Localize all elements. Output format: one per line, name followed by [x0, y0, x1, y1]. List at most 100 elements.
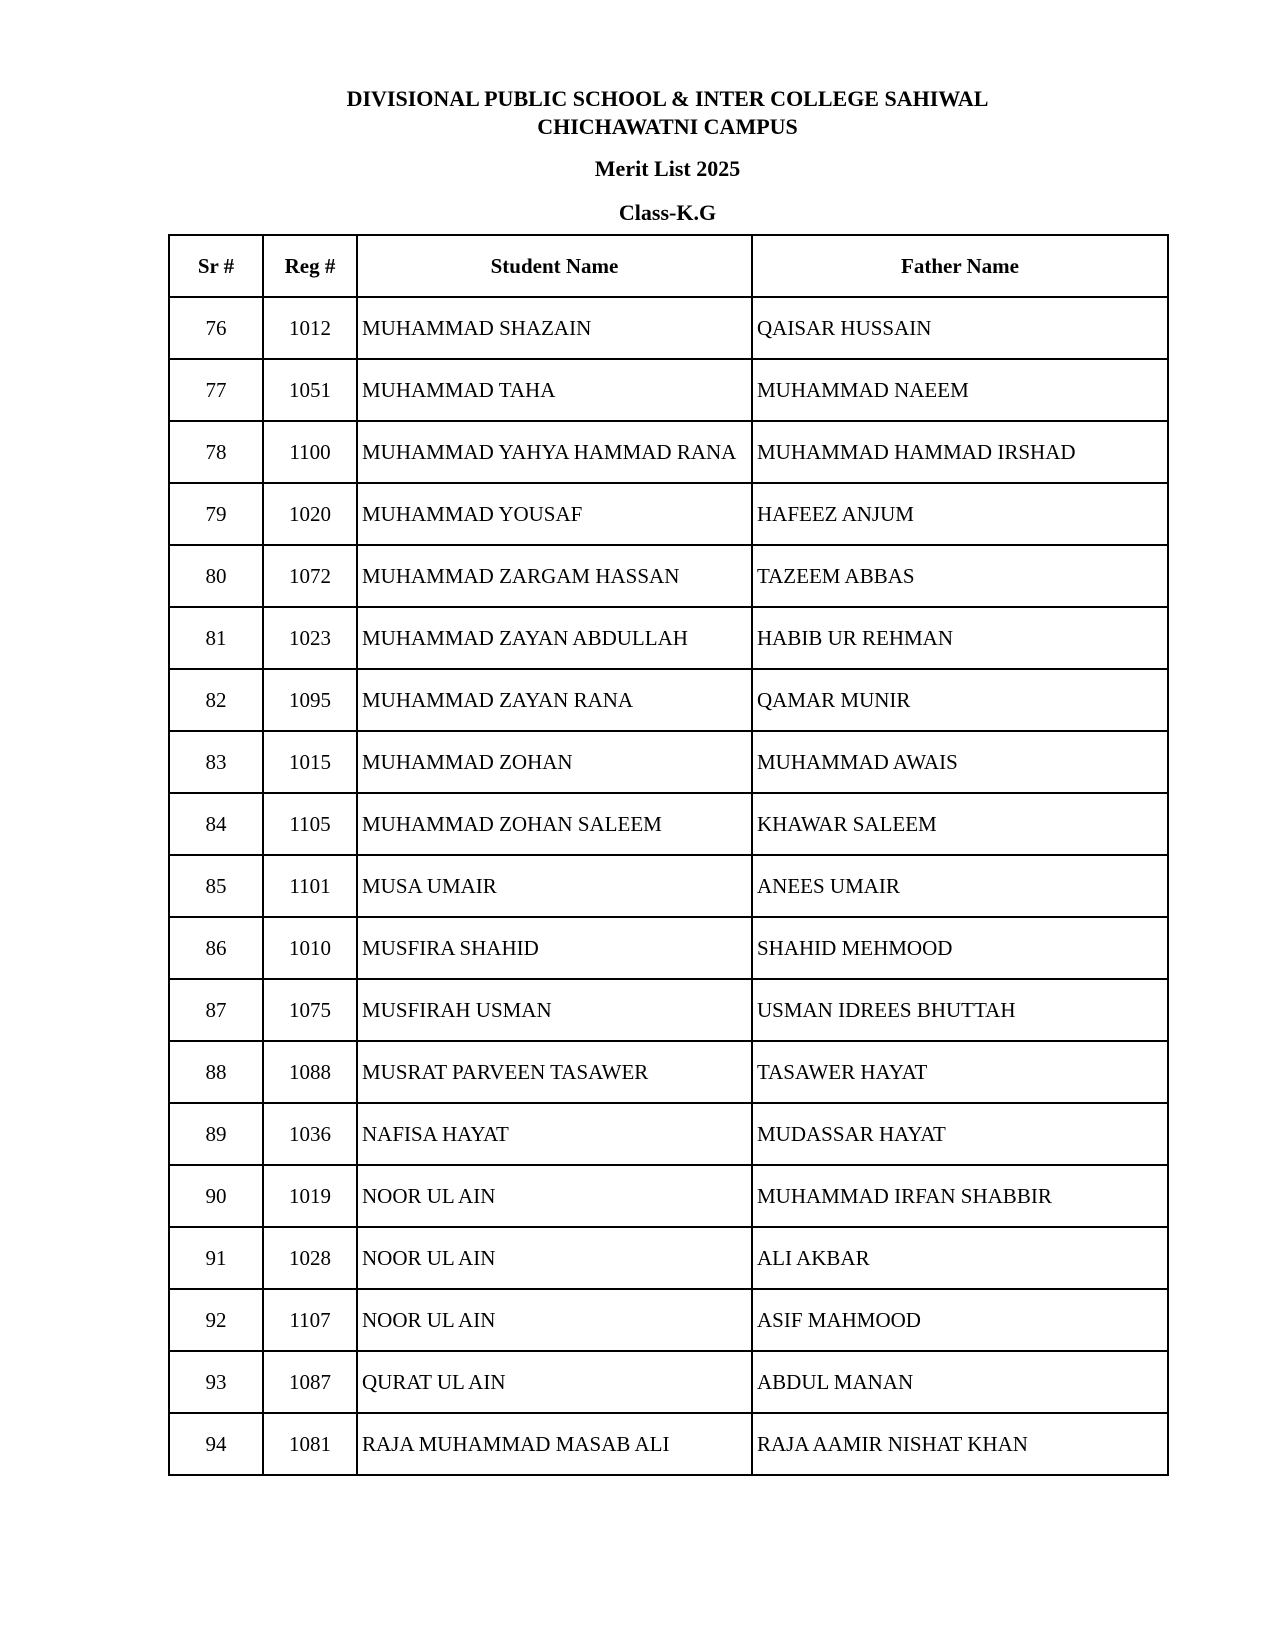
student-name-cell: MUHAMMAD ZAYAN RANA	[356, 668, 753, 732]
reg-cell: 1107	[262, 1288, 358, 1352]
student-name-cell: NOOR UL AIN	[356, 1288, 753, 1352]
table-header-row: Sr # Reg # Student Name Father Name	[168, 234, 1169, 298]
sr-cell: 90	[168, 1164, 264, 1228]
student-name-cell: MUHAMMAD ZAYAN ABDULLAH	[356, 606, 753, 670]
table-row: 81 1023 MUHAMMAD ZAYAN ABDULLAH HABIB UR RE…	[168, 606, 1169, 670]
sr-cell: 82	[168, 668, 264, 732]
sr-cell: 89	[168, 1102, 264, 1166]
reg-cell: 1020	[262, 482, 358, 546]
father-name-cell: ANEES UMAIR	[751, 854, 1169, 918]
table-row: 83 1015 MUHAMMAD ZOHAN MUHAMMAD AWAIS	[168, 730, 1169, 794]
table-row: 86 1010 MUSFIRA SHAHID SHAHID MEHMOOD	[168, 916, 1169, 980]
list-title: Merit List 2025	[594, 156, 741, 181]
reg-cell: 1015	[262, 730, 358, 794]
sr-cell: 79	[168, 482, 264, 546]
table-row: 89 1036 NAFISA HAYAT MUDASSAR HAYAT	[168, 1102, 1169, 1166]
student-name-cell: NOOR UL AIN	[356, 1164, 753, 1228]
father-name-cell: RAJA AAMIR NISHAT KHAN	[751, 1412, 1169, 1476]
sr-cell: 83	[168, 730, 264, 794]
father-name-cell: MUHAMMAD HAMMAD IRSHAD	[751, 420, 1169, 484]
student-name-cell: MUHAMMAD ZOHAN	[356, 730, 753, 794]
reg-cell: 1081	[262, 1412, 358, 1476]
student-name-cell: MUSFIRA SHAHID	[356, 916, 753, 980]
school-name: DIVISIONAL PUBLIC SCHOOL & INTER COLLEGE…	[346, 86, 989, 111]
table-row: 79 1020 MUHAMMAD YOUSAF HAFEEZ ANJUM	[168, 482, 1169, 546]
father-name-cell: QAMAR MUNIR	[751, 668, 1169, 732]
father-name-cell: MUHAMMAD NAEEM	[751, 358, 1169, 422]
reg-cell: 1012	[262, 296, 358, 360]
sr-cell: 85	[168, 854, 264, 918]
table-row: 78 1100 MUHAMMAD YAHYA HAMMAD RANA MUHAMMAD…	[168, 420, 1169, 484]
reg-cell: 1101	[262, 854, 358, 918]
student-name-cell: MUSA UMAIR	[356, 854, 753, 918]
sr-cell: 86	[168, 916, 264, 980]
table-row: 76 1012 MUHAMMAD SHAZAIN QAISAR HUSSAIN	[168, 296, 1169, 360]
table-row: 90 1019 NOOR UL AIN MUHAMMAD IRFAN SHABBIR	[168, 1164, 1169, 1228]
col-reg: Reg #	[262, 234, 358, 298]
student-name-cell: RAJA MUHAMMAD MASAB ALI	[356, 1412, 753, 1476]
reg-cell: 1075	[262, 978, 358, 1042]
student-name-cell: MUHAMMAD YOUSAF	[356, 482, 753, 546]
student-name-cell: NAFISA HAYAT	[356, 1102, 753, 1166]
reg-cell: 1010	[262, 916, 358, 980]
reg-cell: 1051	[262, 358, 358, 422]
student-name-cell: QURAT UL AIN	[356, 1350, 753, 1414]
table-row: 85 1101 MUSA UMAIR ANEES UMAIR	[168, 854, 1169, 918]
table-row: 84 1105 MUHAMMAD ZOHAN SALEEM KHAWAR SALEEM	[168, 792, 1169, 856]
father-name-cell: TAZEEM ABBAS	[751, 544, 1169, 608]
father-name-cell: HAFEEZ ANJUM	[751, 482, 1169, 546]
sr-cell: 93	[168, 1350, 264, 1414]
student-name-cell: NOOR UL AIN	[356, 1226, 753, 1290]
student-name-cell: MUSFIRAH USMAN	[356, 978, 753, 1042]
sr-cell: 91	[168, 1226, 264, 1290]
father-name-cell: MUHAMMAD AWAIS	[751, 730, 1169, 794]
sr-cell: 94	[168, 1412, 264, 1476]
sr-cell: 92	[168, 1288, 264, 1352]
student-name-cell: MUSRAT PARVEEN TASAWER	[356, 1040, 753, 1104]
student-name-cell: MUHAMMAD TAHA	[356, 358, 753, 422]
father-name-cell: QAISAR HUSSAIN	[751, 296, 1169, 360]
father-name-cell: MUHAMMAD IRFAN SHABBIR	[751, 1164, 1169, 1228]
reg-cell: 1100	[262, 420, 358, 484]
col-father-name: Father Name	[751, 234, 1169, 298]
table-row: 93 1087 QURAT UL AIN ABDUL MANAN	[168, 1350, 1169, 1414]
reg-cell: 1072	[262, 544, 358, 608]
table-row: 91 1028 NOOR UL AIN ALI AKBAR	[168, 1226, 1169, 1290]
reg-cell: 1023	[262, 606, 358, 670]
reg-cell: 1019	[262, 1164, 358, 1228]
father-name-cell: MUDASSAR HAYAT	[751, 1102, 1169, 1166]
father-name-cell: SHAHID MEHMOOD	[751, 916, 1169, 980]
sr-cell: 76	[168, 296, 264, 360]
sr-cell: 87	[168, 978, 264, 1042]
sr-cell: 78	[168, 420, 264, 484]
student-name-cell: MUHAMMAD ZARGAM HASSAN	[356, 544, 753, 608]
campus-name: CHICHAWATNI CAMPUS	[537, 114, 798, 139]
student-name-cell: MUHAMMAD YAHYA HAMMAD RANA	[356, 420, 753, 484]
student-name-cell: MUHAMMAD ZOHAN SALEEM	[356, 792, 753, 856]
col-student-name: Student Name	[356, 234, 753, 298]
student-name-cell: MUHAMMAD SHAZAIN	[356, 296, 753, 360]
reg-cell: 1095	[262, 668, 358, 732]
table-row: 77 1051 MUHAMMAD TAHA MUHAMMAD NAEEM	[168, 358, 1169, 422]
reg-cell: 1087	[262, 1350, 358, 1414]
sr-cell: 77	[168, 358, 264, 422]
father-name-cell: TASAWER HAYAT	[751, 1040, 1169, 1104]
father-name-cell: ALI AKBAR	[751, 1226, 1169, 1290]
reg-cell: 1088	[262, 1040, 358, 1104]
sr-cell: 81	[168, 606, 264, 670]
table-row: 94 1081 RAJA MUHAMMAD MASAB ALI RAJA AAMIR …	[168, 1412, 1169, 1476]
table-row: 80 1072 MUHAMMAD ZARGAM HASSAN TAZEEM ABBAS	[168, 544, 1169, 608]
reg-cell: 1028	[262, 1226, 358, 1290]
father-name-cell: HABIB UR REHMAN	[751, 606, 1169, 670]
table-row: 88 1088 MUSRAT PARVEEN TASAWER TASAWER HAYA…	[168, 1040, 1169, 1104]
reg-cell: 1105	[262, 792, 358, 856]
table-row: 82 1095 MUHAMMAD ZAYAN RANA QAMAR MUNIR	[168, 668, 1169, 732]
merit-table: Sr # Reg # Student Name Father Name 76 10…	[168, 234, 1169, 1476]
sr-cell: 80	[168, 544, 264, 608]
sr-cell: 88	[168, 1040, 264, 1104]
father-name-cell: ABDUL MANAN	[751, 1350, 1169, 1414]
class-label: Class-K.G	[618, 200, 717, 225]
table-row: 92 1107 NOOR UL AIN ASIF MAHMOOD	[168, 1288, 1169, 1352]
father-name-cell: ASIF MAHMOOD	[751, 1288, 1169, 1352]
sr-cell: 84	[168, 792, 264, 856]
